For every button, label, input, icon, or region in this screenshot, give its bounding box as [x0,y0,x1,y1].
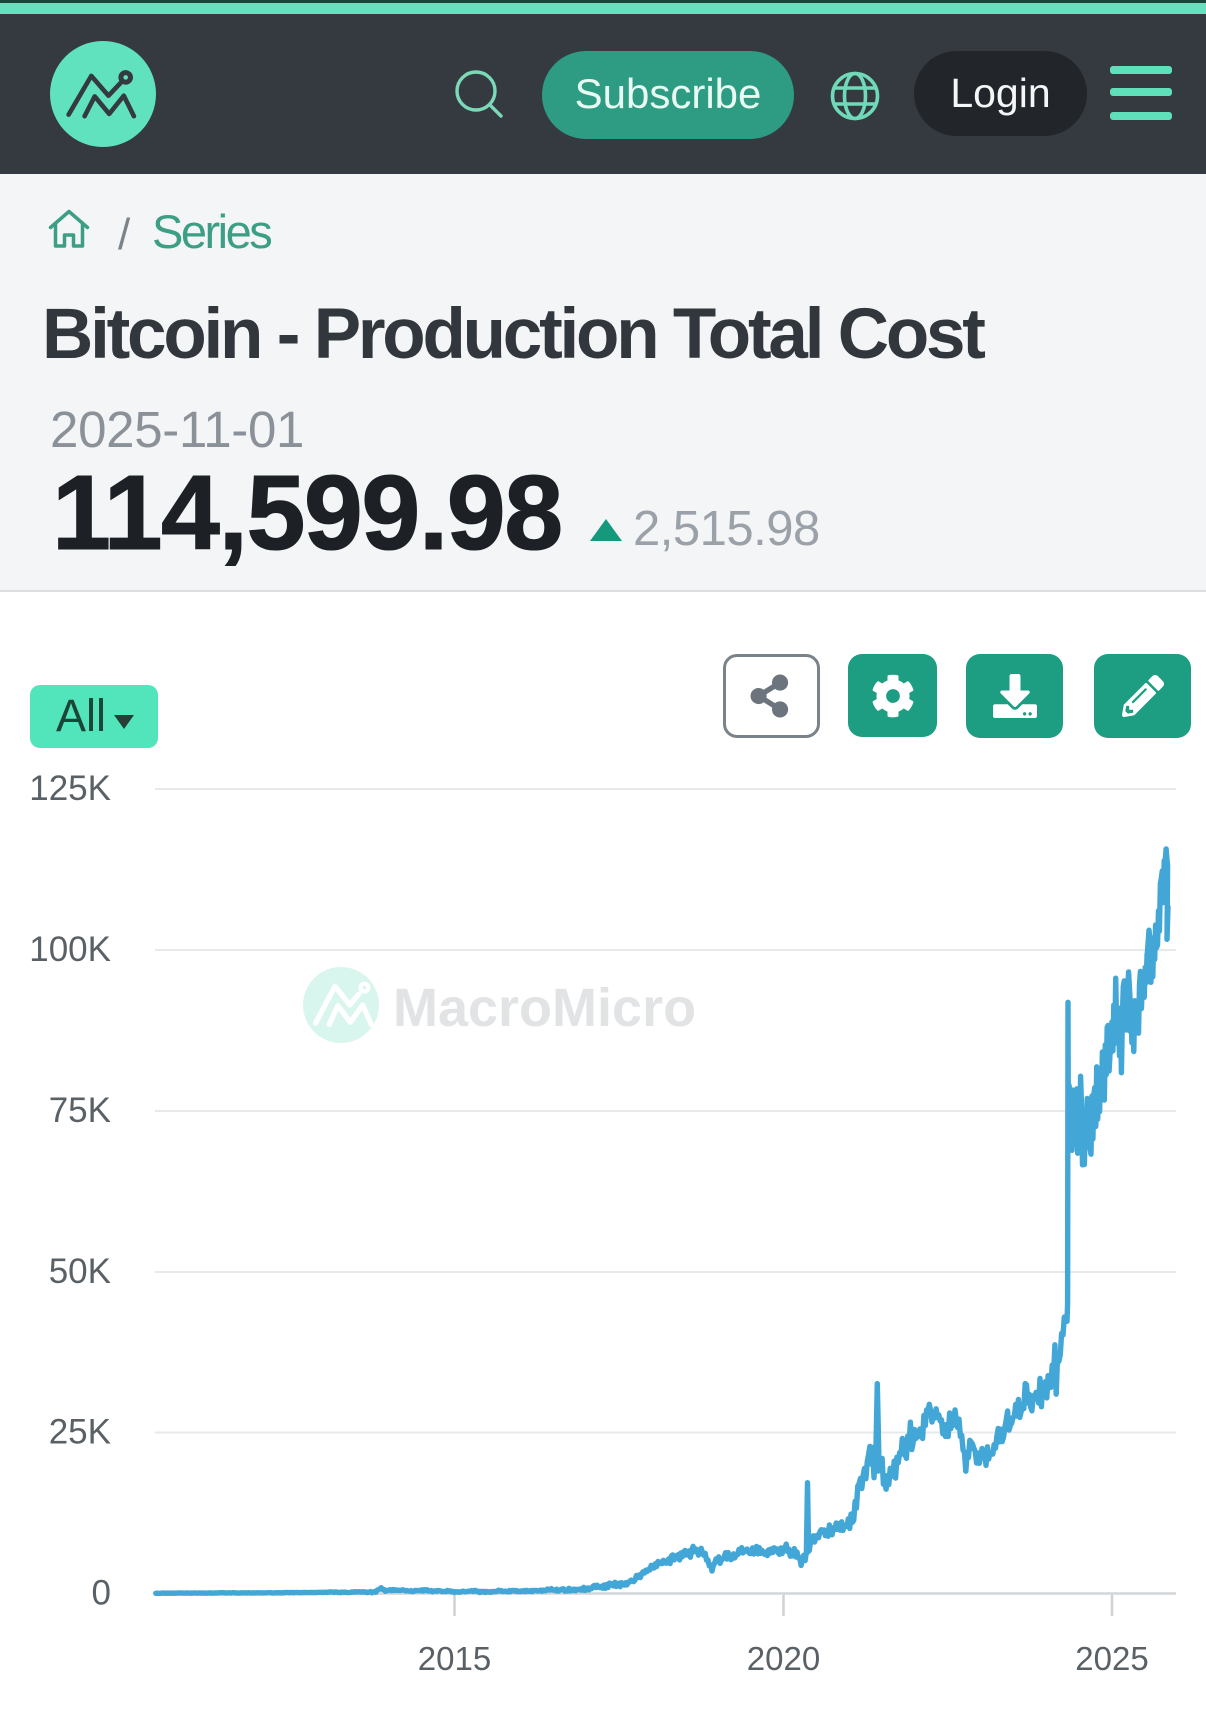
svg-text:0: 0 [92,1574,111,1613]
svg-text:100K: 100K [29,930,111,969]
svg-text:125K: 125K [29,769,111,808]
svg-text:75K: 75K [49,1091,111,1130]
svg-text:2020: 2020 [747,1640,820,1677]
svg-text:2015: 2015 [418,1640,491,1677]
svg-text:MacroMicro: MacroMicro [393,978,696,1038]
svg-text:2025: 2025 [1075,1640,1148,1677]
svg-text:25K: 25K [49,1413,111,1452]
svg-text:50K: 50K [49,1252,111,1291]
